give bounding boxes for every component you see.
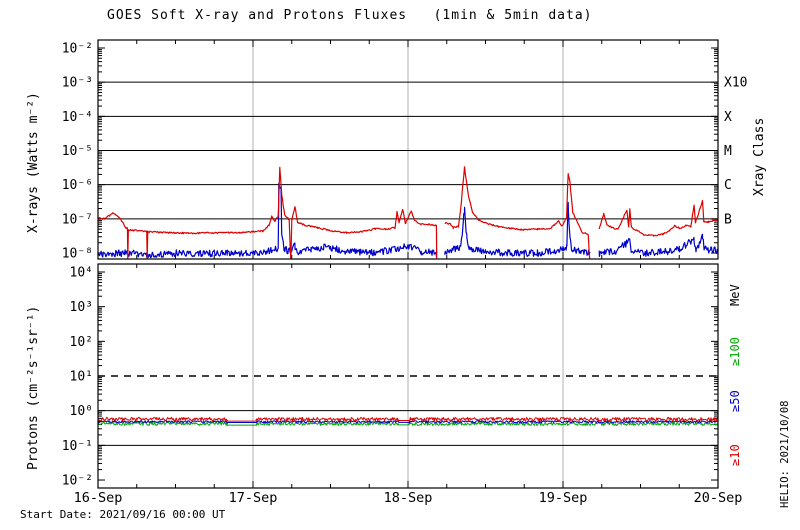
series-xray-short <box>97 182 438 259</box>
proton-axis-title: Protons (cm⁻²s⁻¹sr⁻¹) <box>26 305 41 470</box>
xray-class-label-X10: X10 <box>724 76 747 91</box>
xray-class-axis-title: Xray Class <box>752 117 767 196</box>
y-tick-label: 10⁻⁴ <box>62 110 93 125</box>
y-tick-label: 10⁻⁵ <box>62 144 93 159</box>
y-tick-label: 10³ <box>70 300 93 315</box>
mev-axis-title: MeV <box>728 284 742 306</box>
xray-class-label-B: B <box>724 212 732 227</box>
series-protons-ge100 <box>97 421 719 427</box>
xray-class-label-M: M <box>724 144 732 159</box>
y-tick-label: 10¹ <box>70 370 93 385</box>
series-protons-ge10 <box>97 416 719 422</box>
x-tick-label: 18-Sep <box>384 490 433 506</box>
chart-title: GOES Soft X-ray and Protons Fluxes (1min… <box>107 8 593 23</box>
y-tick-label: 10⁻² <box>62 474 93 489</box>
y-tick-label: 10⁻⁸ <box>62 247 93 262</box>
y-tick-label: 10⁴ <box>70 266 93 281</box>
y-tick-label: 10⁰ <box>70 404 93 419</box>
xray-axis-title: X-rays (Watts m⁻²) <box>26 92 41 233</box>
series-xray-long <box>598 199 719 237</box>
proton-energy-label-≥100: ≥100 <box>728 337 742 366</box>
panel-border <box>97 263 719 489</box>
y-tick-label: 10⁻¹ <box>62 439 93 454</box>
series-xray-long <box>444 166 591 259</box>
xray-class-label-X: X <box>724 110 732 125</box>
x-tick-label: 16-Sep <box>74 490 123 506</box>
xray-class-label-C: C <box>724 178 732 193</box>
y-tick-label: 10² <box>70 335 93 350</box>
proton-energy-label-≥50: ≥50 <box>728 390 742 412</box>
x-tick-label: 20-Sep <box>694 490 743 506</box>
y-tick-label: 10⁻⁷ <box>62 212 93 227</box>
panel-border <box>97 39 719 260</box>
x-tick-label: 17-Sep <box>229 490 278 506</box>
y-tick-label: 10⁻² <box>62 42 93 57</box>
credit-watermark: HELIO: 2021/10/08 <box>779 400 791 508</box>
proton-energy-label-≥10: ≥10 <box>728 444 742 466</box>
y-tick-label: 10⁻⁶ <box>62 178 93 193</box>
series-protons-ge50 <box>97 420 719 424</box>
x-tick-label: 19-Sep <box>539 490 588 506</box>
series-xray-short <box>598 233 719 257</box>
y-tick-label: 10⁻³ <box>62 76 93 91</box>
series-xray-long <box>97 166 438 259</box>
start-date-label: Start Date: 2021/09/16 00:00 UT <box>20 508 226 521</box>
series-xray-short <box>444 201 591 257</box>
